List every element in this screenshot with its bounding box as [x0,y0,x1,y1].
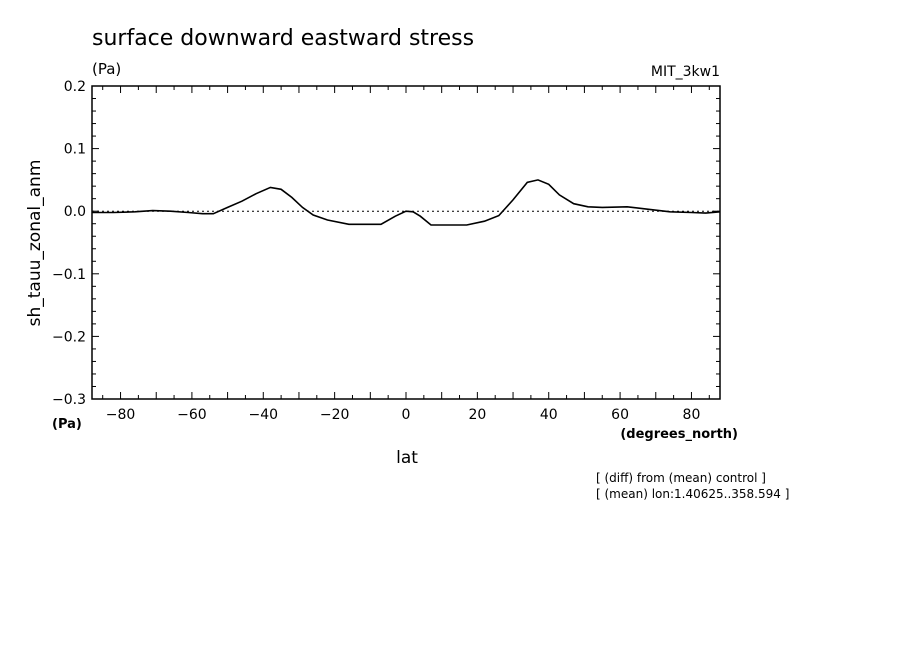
annotation-diff: [ (diff) from (mean) control ] [596,471,766,485]
chart-title: surface downward eastward stress [92,26,474,51]
x-tick-label: 80 [683,407,701,423]
title-units: (Pa) [92,60,121,78]
y-tick-label: −0.1 [52,267,86,283]
y-tick-label: 0.1 [64,142,86,158]
y-tick-label: 0.2 [64,79,86,95]
y-axis-units: (Pa) [52,417,82,432]
x-tick-label: 20 [468,407,486,423]
y-tick-label: 0.0 [64,204,86,220]
y-axis-label: sh_tauu_zonal_anm [25,160,45,327]
x-tick-label: −80 [106,407,136,423]
x-tick-label: 60 [611,407,629,423]
x-axis-label: lat [396,448,418,468]
y-tick-label: −0.3 [52,392,86,408]
model-label: MIT_3kw1 [651,64,720,80]
x-tick-label: −40 [248,407,278,423]
x-tick-label: −20 [320,407,350,423]
y-tick-labels: 0.2 0.1 0.0 −0.1 −0.2 −0.3 [52,79,86,408]
x-tick-label: 40 [540,407,558,423]
y-tick-label: −0.2 [52,329,86,345]
axis-ticks [92,85,720,400]
x-tick-label: −60 [177,407,207,423]
x-tick-labels: −80 −60 −40 −20 0 20 40 60 80 [106,407,701,423]
x-axis-units: (degrees_north) [620,427,738,442]
annotation-mean: [ (mean) lon:1.40625..358.594 ] [596,487,789,501]
plot-frame [91,85,721,400]
series-line [92,179,721,226]
x-tick-label: 0 [402,407,411,423]
